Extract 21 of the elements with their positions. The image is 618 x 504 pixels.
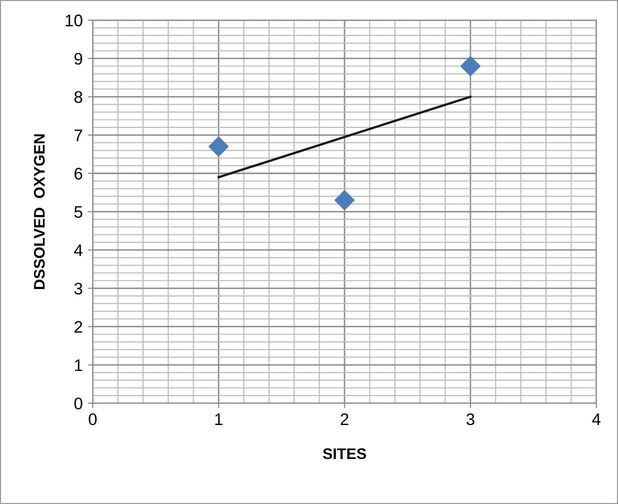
y-tick-label: 8 [74,91,82,103]
x-tick-label: 3 [466,413,474,426]
y-tick-label: 4 [74,244,82,256]
y-tick-label: 10 [66,14,82,26]
x-tick-label: 1 [215,414,222,425]
y-axis-title: DSSOLVED OXYGEN [34,134,45,290]
x-tick-label: 0 [88,413,97,426]
y-tick-label: 5 [74,206,82,218]
x-tick-label: 4 [592,414,601,425]
y-tick-label: 2 [74,320,82,333]
x-tick-label: 2 [340,413,348,425]
y-tick-label: 1 [74,359,82,371]
y-tick-label: 0 [74,398,82,410]
y-tick-label: 3 [74,282,82,294]
point [334,190,355,210]
point [208,136,229,157]
y-tick-label: 7 [74,130,82,142]
y-tick-label: 6 [74,168,82,180]
x-axis-title: SITES [322,448,366,460]
point [460,56,480,76]
y-tick-label: 9 [74,52,82,65]
